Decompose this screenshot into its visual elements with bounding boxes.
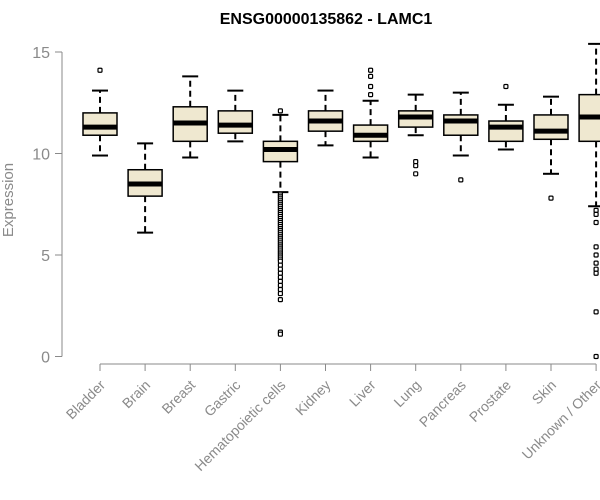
x-tick-label-gastric: Gastric [201, 377, 244, 420]
y-tick-label: 5 [41, 248, 50, 265]
outlier-point [593, 207, 599, 213]
outlier-point [97, 67, 103, 73]
outlier-point [593, 309, 599, 315]
box-pancreas [443, 91, 479, 183]
outlier-point [503, 83, 509, 90]
x-tick-label-kidney: Kidney [292, 377, 334, 419]
outlier-point [593, 252, 599, 258]
outlier-point [593, 260, 599, 266]
y-axis: 0 5 10 15 [32, 45, 63, 367]
x-tick-label-pancreas: Pancreas [416, 377, 469, 430]
outlier-point [277, 278, 283, 284]
outlier-point [413, 163, 419, 169]
iqr-box [443, 114, 479, 136]
x-tick-label-bladder: Bladder [63, 377, 109, 423]
chart-title: ENSG00000135862 - LAMC1 [220, 11, 433, 28]
outlier-point [413, 159, 419, 165]
x-tick-label-breast: Breast [158, 377, 198, 417]
outlier-point [368, 67, 374, 73]
y-tick-label: 15 [32, 45, 50, 62]
x-tick-label-unknown-other: Unknown / Other [519, 377, 600, 463]
outlier-point [277, 286, 283, 293]
box-lung [397, 93, 434, 177]
outlier-point [277, 282, 283, 289]
outlier-point [593, 353, 599, 360]
outlier-point [593, 244, 599, 250]
box-brain [127, 142, 163, 234]
outlier-point [277, 108, 283, 114]
outlier-point [277, 262, 283, 268]
outlier-point [593, 266, 599, 272]
box-series [82, 42, 600, 360]
outlier-point [368, 83, 374, 90]
y-tick-label: 0 [41, 350, 50, 367]
iqr-box [217, 110, 254, 134]
outlier-point [277, 331, 283, 337]
box-bladder [82, 67, 118, 157]
box-kidney [307, 89, 344, 147]
outlier-point [593, 270, 599, 276]
outlier-point [593, 211, 599, 217]
outlier-point [277, 266, 283, 272]
x-tick-label-brain: Brain [119, 377, 153, 411]
iqr-box [488, 120, 524, 143]
outlier-point [277, 297, 283, 303]
outlier-point [277, 274, 283, 280]
box-gastric [217, 89, 254, 143]
outlier-point [277, 258, 283, 264]
outlier-point [368, 92, 374, 98]
outlier-point [413, 171, 419, 177]
outlier-point [368, 73, 374, 79]
outlier-point [277, 270, 283, 276]
x-tick-label-liver: Liver [346, 377, 379, 410]
box-liver [352, 67, 389, 159]
x-tick-label-skin: Skin [529, 377, 560, 408]
box-breast [172, 75, 208, 159]
box-unknown-other [578, 42, 600, 360]
iqr-box [533, 114, 569, 141]
outlier-point [277, 290, 283, 297]
outlier-point [548, 195, 554, 201]
y-axis-title: Expression [0, 163, 17, 237]
outlier-point [458, 177, 464, 183]
outlier-point [593, 219, 599, 226]
box-hematopoietic-cells [262, 108, 299, 337]
box-skin [533, 95, 569, 201]
x-tick-label-prostate: Prostate [466, 377, 514, 425]
box-prostate [488, 83, 524, 151]
y-tick-label: 10 [32, 147, 50, 164]
iqr-box [82, 112, 118, 136]
x-tick-label-lung: Lung [390, 377, 423, 410]
